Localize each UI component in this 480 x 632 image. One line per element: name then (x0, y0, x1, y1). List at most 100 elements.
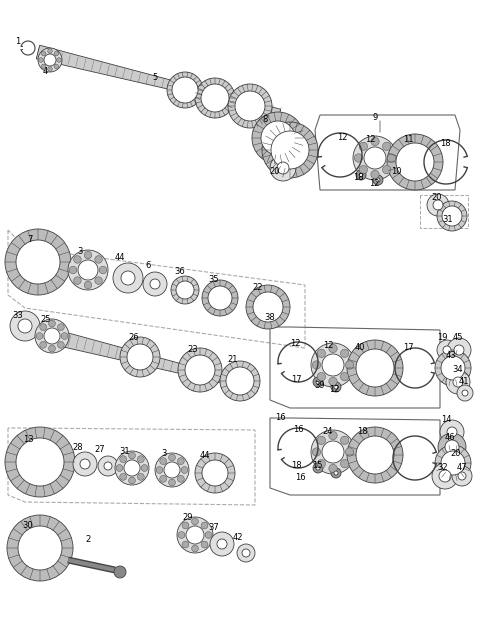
Circle shape (5, 427, 75, 497)
Text: 20: 20 (451, 449, 461, 458)
Circle shape (383, 142, 391, 150)
Text: 46: 46 (444, 432, 456, 442)
Text: 2: 2 (85, 535, 91, 545)
Circle shape (237, 544, 255, 562)
Text: 12: 12 (337, 133, 347, 142)
Text: 8: 8 (262, 116, 268, 125)
Text: 5: 5 (152, 73, 157, 83)
Text: 18: 18 (291, 461, 301, 470)
Circle shape (10, 311, 40, 341)
Circle shape (124, 460, 140, 476)
Text: 22: 22 (253, 284, 263, 293)
Circle shape (129, 452, 135, 459)
Circle shape (447, 338, 471, 362)
Circle shape (41, 51, 46, 56)
Circle shape (334, 471, 338, 475)
Circle shape (435, 350, 471, 386)
Circle shape (334, 385, 338, 389)
Circle shape (242, 549, 250, 557)
Text: 17: 17 (291, 375, 301, 384)
Circle shape (317, 372, 325, 381)
Text: 17: 17 (403, 344, 413, 353)
Circle shape (331, 468, 341, 478)
Circle shape (458, 472, 466, 480)
Circle shape (228, 84, 272, 128)
Text: 4: 4 (42, 68, 48, 76)
Circle shape (441, 356, 465, 380)
Circle shape (312, 361, 321, 369)
Circle shape (104, 462, 112, 470)
Circle shape (441, 451, 465, 475)
Circle shape (99, 266, 107, 274)
Circle shape (192, 518, 198, 525)
Circle shape (201, 541, 208, 548)
Text: 34: 34 (453, 365, 463, 375)
Text: 26: 26 (129, 332, 139, 341)
Circle shape (202, 280, 238, 316)
Circle shape (226, 367, 254, 395)
Circle shape (329, 377, 337, 386)
Text: 1: 1 (15, 37, 21, 47)
Text: 18: 18 (440, 138, 450, 147)
Circle shape (447, 427, 457, 437)
Circle shape (246, 285, 290, 329)
Circle shape (313, 377, 323, 387)
Circle shape (442, 206, 462, 226)
Circle shape (178, 532, 185, 538)
Text: 14: 14 (441, 415, 451, 425)
Circle shape (457, 385, 473, 401)
Circle shape (437, 201, 467, 231)
Circle shape (160, 475, 167, 482)
Circle shape (432, 463, 458, 489)
Circle shape (57, 58, 61, 63)
Circle shape (54, 64, 59, 69)
Text: 31: 31 (120, 446, 130, 456)
Circle shape (69, 266, 77, 274)
Text: 45: 45 (453, 334, 463, 343)
Circle shape (312, 448, 321, 456)
Circle shape (48, 49, 52, 53)
Circle shape (329, 344, 337, 353)
Circle shape (58, 341, 64, 348)
Text: 19: 19 (437, 334, 447, 343)
Circle shape (113, 263, 143, 293)
Text: 47: 47 (456, 463, 468, 473)
Text: 12: 12 (365, 135, 375, 145)
Circle shape (172, 77, 198, 103)
Circle shape (452, 466, 472, 486)
Circle shape (340, 459, 349, 468)
Circle shape (44, 328, 60, 344)
Text: 24: 24 (323, 427, 333, 437)
Circle shape (41, 64, 46, 69)
Circle shape (68, 250, 108, 290)
Circle shape (36, 332, 43, 339)
Circle shape (252, 112, 304, 164)
Text: 16: 16 (295, 473, 305, 482)
Circle shape (235, 91, 265, 121)
Circle shape (353, 136, 397, 180)
Text: 11: 11 (403, 135, 413, 145)
Circle shape (73, 277, 81, 284)
Circle shape (195, 453, 235, 493)
Text: 20: 20 (270, 167, 280, 176)
Circle shape (387, 154, 396, 162)
Circle shape (185, 355, 215, 385)
Circle shape (164, 462, 180, 478)
Circle shape (446, 370, 470, 394)
Text: 10: 10 (391, 167, 401, 176)
Circle shape (435, 445, 471, 481)
Circle shape (115, 451, 149, 485)
Circle shape (317, 349, 325, 358)
Text: 38: 38 (264, 313, 276, 322)
Text: 33: 33 (12, 312, 24, 320)
Circle shape (356, 170, 366, 180)
Circle shape (167, 72, 203, 108)
Text: 28: 28 (72, 442, 84, 451)
Circle shape (137, 456, 144, 463)
Text: 30: 30 (23, 521, 33, 530)
Circle shape (48, 320, 55, 327)
Circle shape (371, 170, 379, 179)
Circle shape (202, 460, 228, 486)
Circle shape (437, 340, 457, 360)
Circle shape (347, 427, 403, 483)
